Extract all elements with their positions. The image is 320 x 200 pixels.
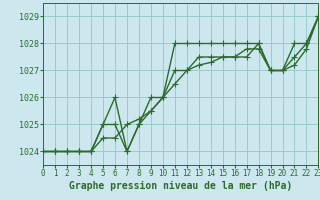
X-axis label: Graphe pression niveau de la mer (hPa): Graphe pression niveau de la mer (hPa) [69, 181, 292, 191]
